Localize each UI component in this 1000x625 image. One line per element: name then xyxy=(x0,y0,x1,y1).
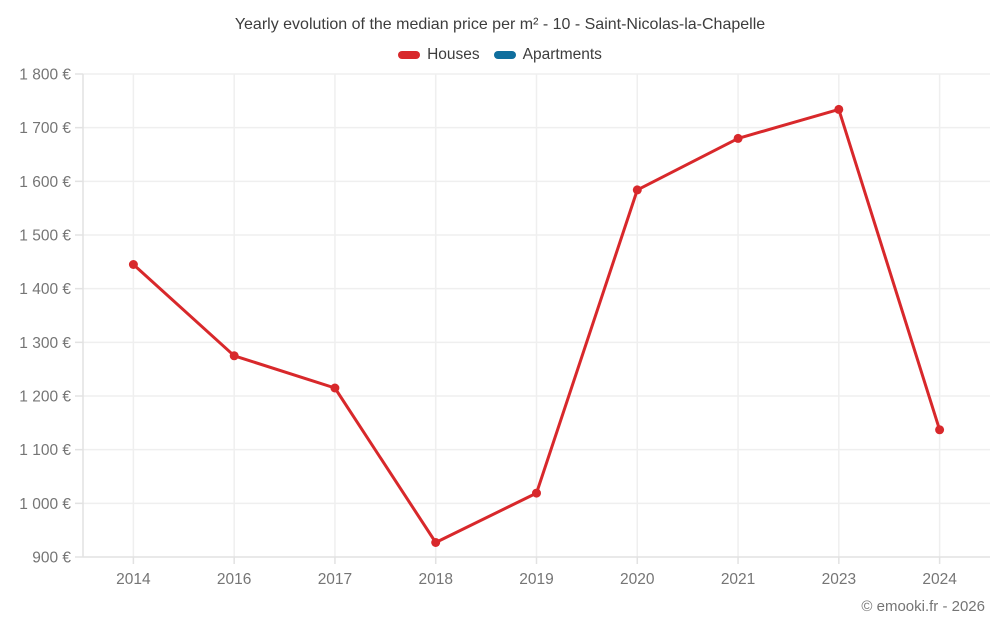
houses-legend-label: Houses xyxy=(427,46,480,63)
y-tick-label: 1 500 € xyxy=(19,228,71,245)
houses-data-point[interactable] xyxy=(431,538,441,547)
houses-data-point[interactable] xyxy=(330,383,340,393)
houses-data-point[interactable] xyxy=(632,185,642,195)
x-tick-label: 2018 xyxy=(418,571,452,588)
houses-data-point[interactable] xyxy=(834,104,844,114)
y-tick-label: 1 800 € xyxy=(19,67,71,84)
y-tick-label: 1 600 € xyxy=(19,174,71,191)
x-tick-label: 2024 xyxy=(922,571,957,588)
y-tick-label: 1 100 € xyxy=(19,442,71,459)
houses-data-point[interactable] xyxy=(532,488,541,498)
x-tick-label: 2023 xyxy=(822,571,856,588)
houses-data-point[interactable] xyxy=(935,425,945,435)
houses-data-point[interactable] xyxy=(229,351,239,361)
legend-item-houses[interactable]: Houses xyxy=(398,46,480,64)
apartments-legend-label: Apartments xyxy=(522,46,602,63)
houses-data-point[interactable] xyxy=(128,260,138,269)
x-tick-label: 2021 xyxy=(721,571,755,588)
x-tick-label: 2017 xyxy=(318,571,352,588)
apartments-legend-swatch-icon xyxy=(493,51,516,59)
houses-data-point[interactable] xyxy=(733,133,743,143)
x-tick-label: 2019 xyxy=(519,571,553,588)
chart-title: Yearly evolution of the median price per… xyxy=(234,16,766,33)
copyright-footer: © emooki.fr - 2026 xyxy=(861,598,985,615)
x-tick-label: 2014 xyxy=(116,571,151,588)
chart-legend: Houses Apartments xyxy=(0,46,1000,64)
x-tick-label: 2016 xyxy=(217,571,251,588)
houses-legend-swatch-icon xyxy=(398,51,421,59)
x-tick-label: 2020 xyxy=(620,571,655,588)
y-tick-label: 1 700 € xyxy=(19,120,71,137)
y-tick-label: 1 000 € xyxy=(19,496,71,513)
y-tick-label: 1 300 € xyxy=(19,335,71,352)
legend-item-apartments[interactable]: Apartments xyxy=(493,46,602,64)
y-tick-label: 1 400 € xyxy=(19,281,71,298)
y-tick-label: 900 € xyxy=(32,550,71,567)
y-tick-label: 1 200 € xyxy=(19,389,71,406)
